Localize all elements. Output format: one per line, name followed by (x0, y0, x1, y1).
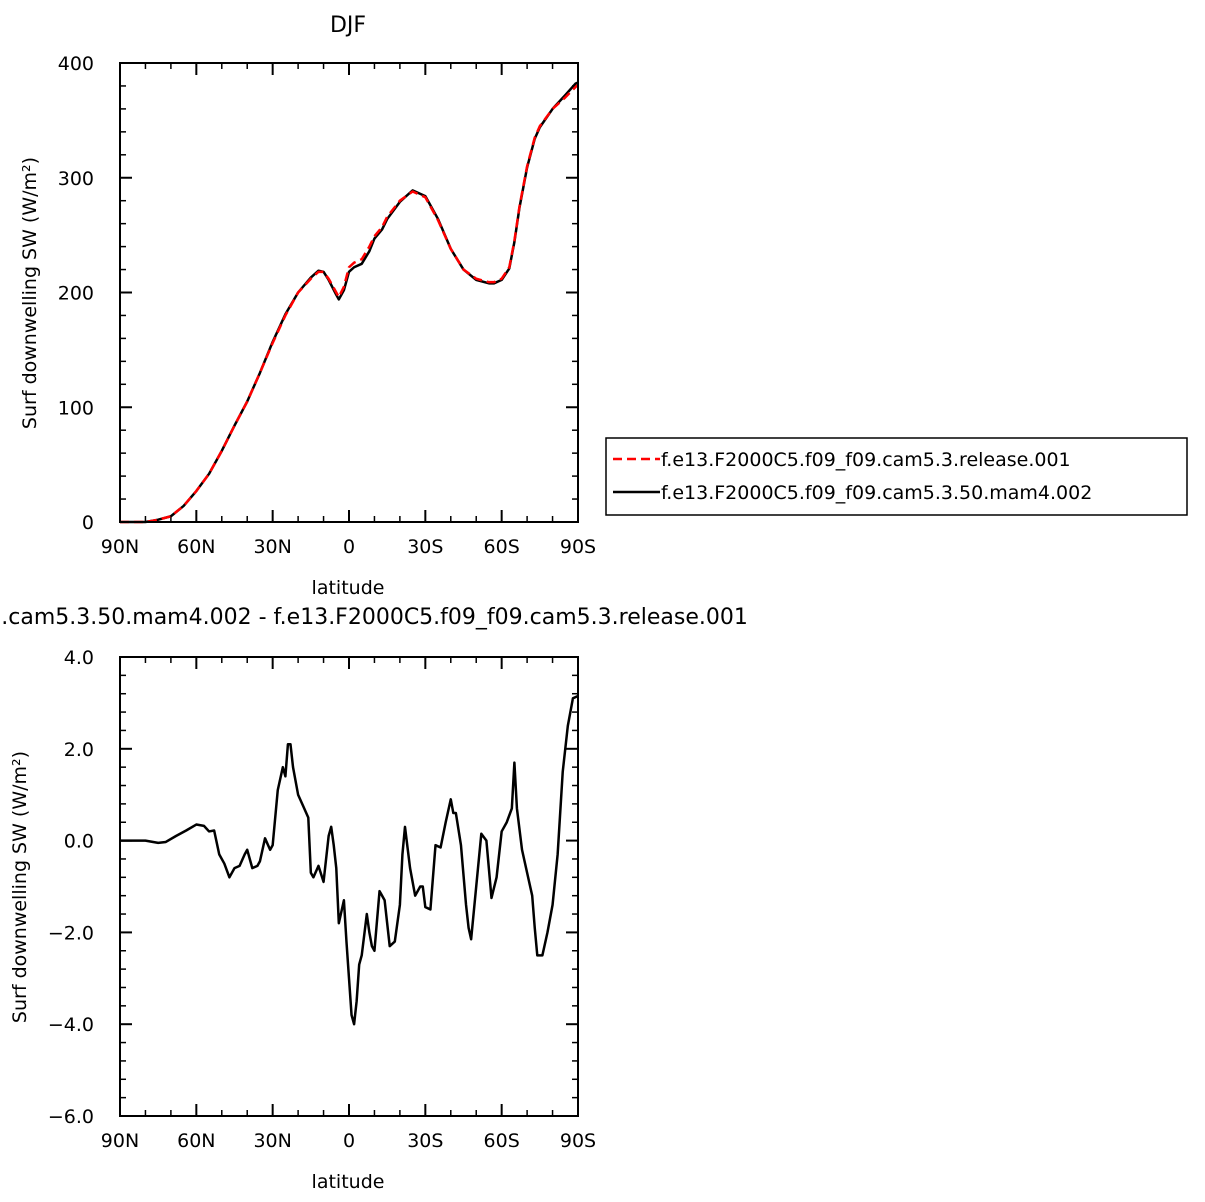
top-y-tick-label: 300 (58, 168, 94, 190)
top-y-tick-label: 0 (82, 512, 94, 534)
top-x-tick-label: 30N (253, 536, 291, 558)
top-y-tick-label: 200 (58, 283, 94, 305)
bottom-x-tick-label: 90S (560, 1130, 596, 1152)
bottom-x-tick-label: 60S (484, 1130, 520, 1152)
top-y-tick-label: 400 (58, 53, 94, 75)
bottom-x-tick-label: 30N (253, 1130, 291, 1152)
bottom-x-tick-label: 30S (407, 1130, 443, 1152)
bottom-series-line-0 (120, 694, 579, 1026)
top-chart-title: DJF (330, 13, 366, 38)
legend-label-release: f.e13.F2000C5.f09_f09.cam5.3.release.001 (661, 449, 1071, 471)
top-x-tick-label: 90S (560, 536, 596, 558)
bottom-y-tick-label: 0.0 (64, 831, 94, 853)
bottom-chart-marks: 90N 60N 30N 0 30S 60S 90S −6.0 −4.0 −2.0 0.0 2.0 4.0 (48, 647, 596, 1152)
bottom-x-tick-label: 0 (343, 1130, 355, 1152)
bottom-y-tick-label: −6.0 (48, 1106, 94, 1128)
bottom-y-axis-label: Surf downwelling SW (W/m²) (9, 751, 31, 1023)
bottom-y-tick-label: 4.0 (64, 647, 94, 669)
top-chart-marks: 90N 60N 30N 0 30S 60S 90S 0 100 200 300 400 (58, 53, 596, 558)
top-chart-panel: DJF 90N 60N 30N 0 30S 60S 90S 0 100 200 300 400 lat… (19, 13, 596, 599)
legend-box (605, 437, 1188, 516)
top-x-tick-label: 30S (407, 536, 443, 558)
top-x-tick-label: 60S (484, 536, 520, 558)
bottom-y-tick-label: 2.0 (64, 739, 94, 761)
top-plot-frame (119, 62, 579, 523)
top-x-axis-label: latitude (312, 577, 385, 599)
top-x-tick-label: 60N (177, 536, 215, 558)
legend-label-mam4: f.e13.F2000C5.f09_f09.cam5.3.50.mam4.002 (661, 482, 1092, 504)
top-x-tick-label: 0 (343, 536, 355, 558)
bottom-chart-panel: f.e13.F2000C5.f09_f09.cam5.3.50.mam4.002… (0, 605, 748, 1193)
bottom-x-axis-label: latitude (312, 1171, 385, 1193)
bottom-x-tick-label: 90N (101, 1130, 139, 1152)
top-x-tick-label: 90N (101, 536, 139, 558)
top-y-tick-label: 100 (58, 397, 94, 419)
top-series-line-1 (120, 81, 579, 524)
bottom-y-tick-label: −2.0 (48, 922, 94, 944)
top-series-line-0 (120, 83, 579, 524)
bottom-x-tick-label: 60N (177, 1130, 215, 1152)
bottom-y-tick-label: −4.0 (48, 1014, 94, 1036)
legend: f.e13.F2000C5.f09_f09.cam5.3.release.001… (605, 437, 1188, 516)
top-y-axis-label: Surf downwelling SW (W/m²) (19, 157, 41, 429)
bottom-chart-title: f.e13.F2000C5.f09_f09.cam5.3.50.mam4.002… (0, 605, 748, 630)
bottom-plot-frame (119, 656, 579, 1117)
